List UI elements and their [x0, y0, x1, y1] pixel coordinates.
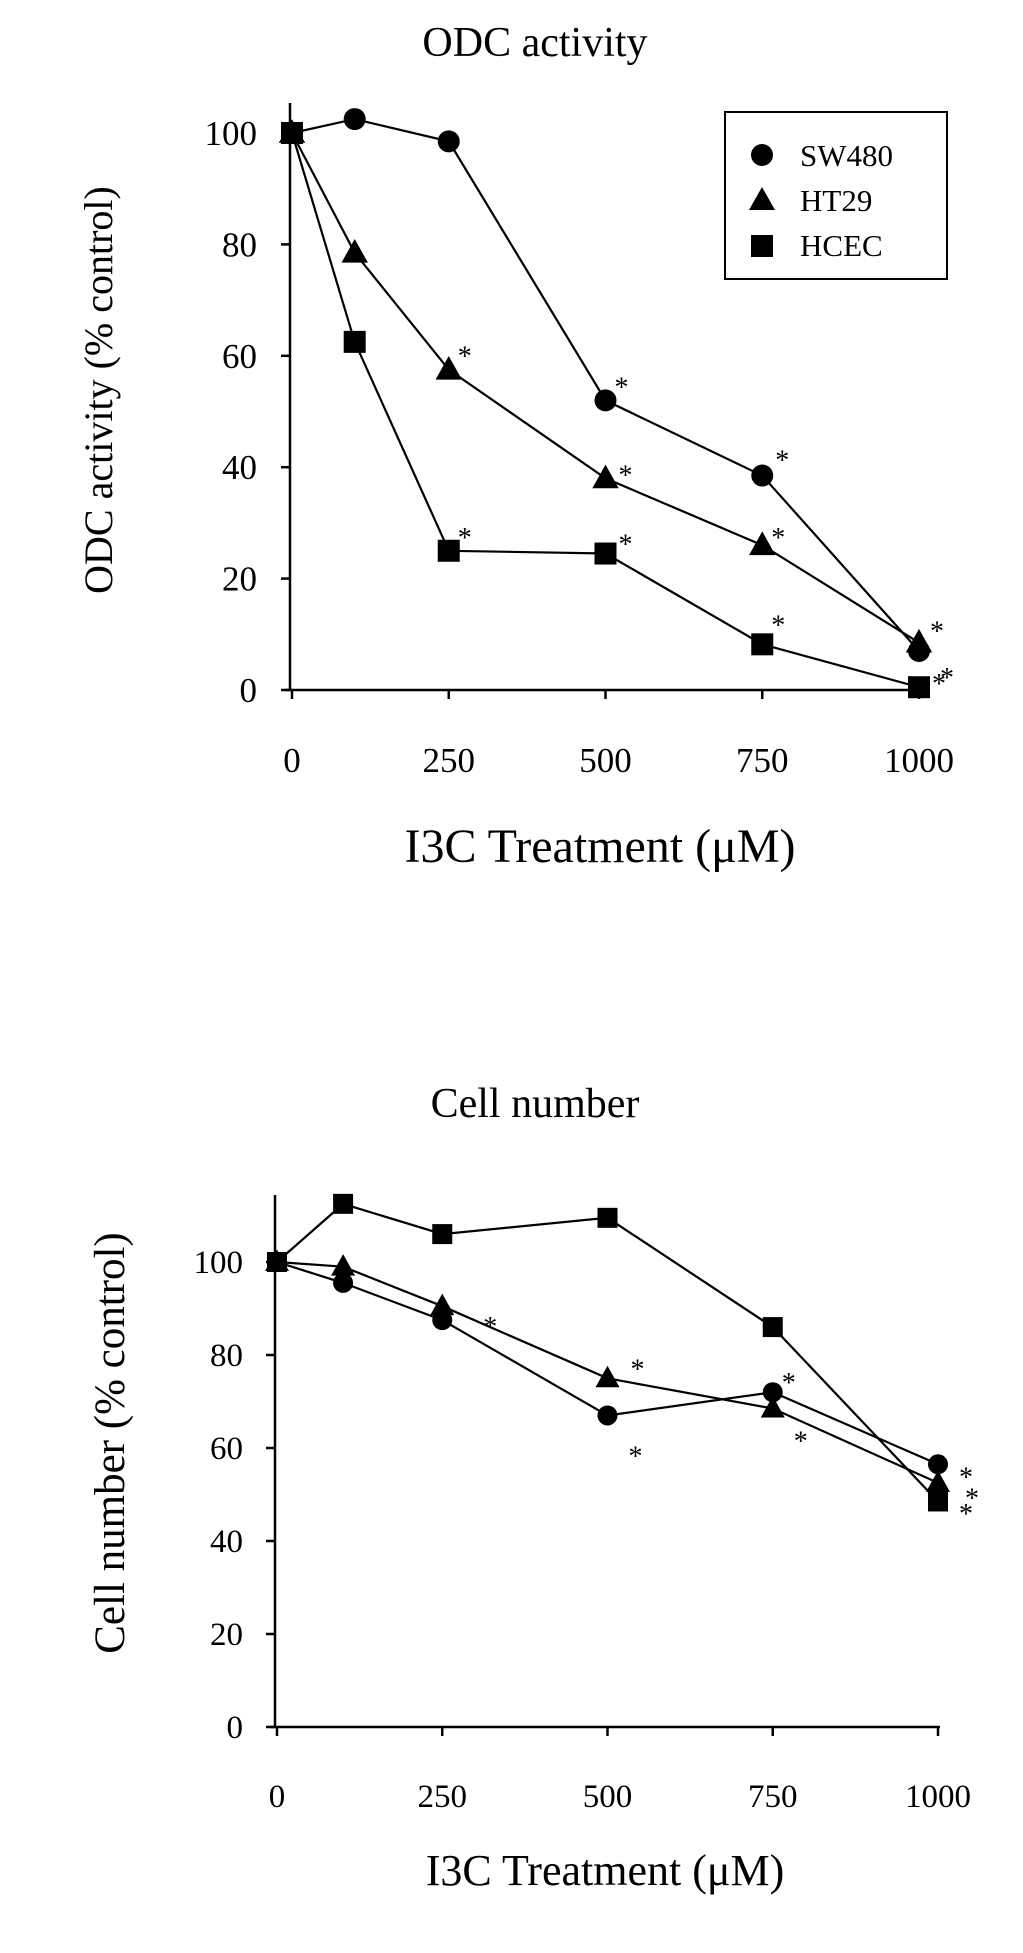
significance-star: * [794, 1426, 808, 1457]
point-hcec [281, 122, 303, 144]
point-sw480 [594, 389, 617, 412]
point-ht29 [435, 355, 462, 380]
point-hcec [928, 1491, 948, 1512]
significance-star: * [771, 523, 785, 554]
chart1-legend: SW480 HT29 HCEC [724, 111, 948, 280]
significance-star: * [458, 523, 472, 554]
point-ht29 [341, 239, 368, 263]
point-sw480 [333, 1272, 354, 1293]
significance-star: * [775, 446, 789, 477]
legend-sw480: SW480 [800, 138, 893, 173]
x-tick-label: 1000 [905, 1779, 971, 1815]
significance-star: * [965, 1483, 979, 1514]
x-tick-label: 750 [736, 741, 789, 780]
significance-star: * [959, 1499, 973, 1530]
point-hcec [267, 1252, 287, 1272]
point-sw480 [343, 108, 366, 131]
significance-star: * [771, 610, 785, 641]
legend-circle-marker [751, 144, 773, 166]
point-sw480 [751, 464, 774, 487]
x-tick-label: 1000 [884, 741, 954, 780]
significance-star: * [458, 342, 472, 373]
cell-number-chart: Cell number Cell number (% control) I3C … [87, 1081, 979, 1895]
point-hcec [343, 330, 366, 353]
x-tick-label: 500 [579, 741, 632, 780]
y-tick-label: 60 [210, 1431, 243, 1467]
x-tick-label: 0 [283, 741, 301, 780]
y-tick-label: 80 [210, 1338, 243, 1374]
chart1-title: ODC activity [422, 20, 647, 66]
series-line-ht29 [291, 132, 920, 644]
point-hcec [762, 1317, 783, 1338]
x-tick-label: 750 [748, 1779, 798, 1815]
chart2-x-axis-label: I3C Treatment (μM) [426, 1846, 784, 1895]
point-sw480 [928, 1454, 948, 1475]
odc-activity-chart: ODC activity ODC activity (% control) I3… [76, 20, 954, 873]
y-tick-label: 80 [222, 225, 257, 264]
point-hcec [908, 676, 930, 699]
point-ht29 [926, 1470, 950, 1492]
y-tick-label: 0 [227, 1710, 244, 1746]
point-hcec [437, 539, 460, 562]
chart1-y-axis-label: ODC activity (% control) [76, 186, 121, 594]
significance-star: * [782, 1368, 796, 1399]
point-ht29 [595, 1365, 620, 1388]
series-line-sw480 [276, 1260, 939, 1466]
point-ht29 [760, 1395, 785, 1418]
y-tick-label: 100 [194, 1245, 244, 1281]
significance-star: * [631, 1354, 645, 1385]
legend-square-marker [751, 235, 773, 257]
x-tick-label: 0 [269, 1779, 286, 1815]
point-hcec [594, 542, 617, 565]
y-tick-label: 20 [210, 1617, 243, 1653]
series-line-ht29 [276, 1260, 939, 1484]
point-ht29 [749, 531, 776, 556]
significance-star: * [483, 1312, 497, 1343]
legend-hcec: HCEC [800, 228, 883, 263]
point-sw480 [437, 130, 460, 153]
chart2-y-axis-label: Cell number (% control) [87, 1232, 134, 1654]
significance-star: * [932, 669, 946, 700]
point-ht29 [592, 464, 619, 489]
chart2-title: Cell number [431, 1081, 640, 1127]
legend-ht29: HT29 [800, 183, 872, 218]
significance-star: * [629, 1441, 643, 1472]
y-tick-label: 60 [222, 337, 257, 376]
chart1-x-axis-label: I3C Treatment (μM) [404, 820, 795, 873]
significance-star: * [959, 1462, 973, 1493]
series-line-hcec [290, 132, 920, 689]
point-ht29 [905, 628, 933, 653]
point-sw480 [762, 1382, 783, 1403]
point-hcec [597, 1207, 618, 1228]
significance-star: * [615, 372, 629, 403]
significance-star: * [619, 530, 633, 561]
y-tick-label: 0 [240, 671, 258, 710]
legend-triangle-marker [749, 187, 775, 210]
series-line-hcec [276, 1202, 939, 1503]
point-ht29 [331, 1254, 356, 1276]
y-tick-label: 20 [222, 560, 257, 599]
x-tick-label: 250 [423, 741, 476, 780]
point-sw480 [597, 1405, 618, 1426]
x-tick-label: 250 [418, 1779, 468, 1815]
x-tick-label: 500 [583, 1779, 633, 1815]
point-ht29 [430, 1293, 455, 1316]
point-hcec [432, 1224, 453, 1245]
significance-star: * [940, 663, 954, 694]
point-hcec [333, 1193, 354, 1214]
y-tick-label: 100 [205, 114, 258, 153]
point-hcec [751, 633, 774, 656]
significance-star: * [619, 460, 633, 491]
y-tick-label: 40 [222, 448, 257, 487]
y-tick-label: 40 [210, 1524, 243, 1560]
significance-star: * [930, 617, 944, 648]
